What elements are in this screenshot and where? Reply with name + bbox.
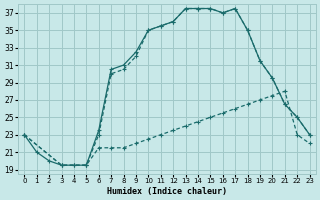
X-axis label: Humidex (Indice chaleur): Humidex (Indice chaleur) [107,187,227,196]
